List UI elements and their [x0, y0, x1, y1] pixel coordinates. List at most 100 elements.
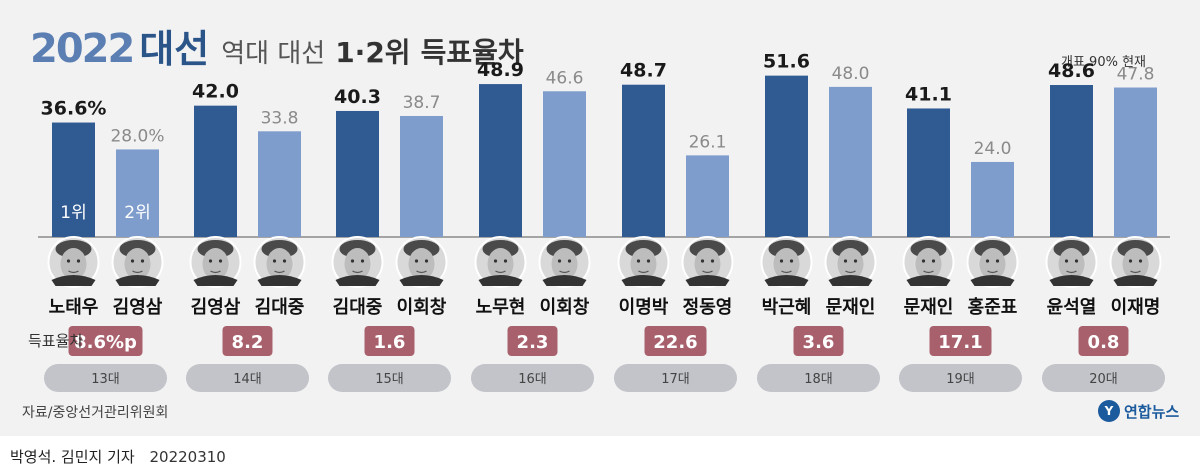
bar-first	[622, 84, 665, 238]
vote-gap-badge	[644, 326, 707, 356]
title-vote-gap: 득표율차	[420, 36, 524, 69]
portrait-eye	[424, 259, 429, 263]
portrait-suit	[51, 275, 96, 286]
value-label-second: 38.7	[403, 93, 441, 113]
election-label: 20대	[1089, 372, 1118, 387]
candidate-name-first: 김대중	[333, 297, 383, 318]
bar-first	[336, 110, 379, 237]
source-note: 자료/중앙선거관리위원회	[22, 405, 169, 421]
portrait-mouth	[352, 270, 363, 274]
election-label: 16대	[518, 372, 547, 387]
portrait-eye	[646, 259, 651, 263]
portrait-suit	[1113, 275, 1158, 286]
portrait-eye	[779, 259, 784, 263]
portrait-eye	[853, 259, 858, 263]
bar-second	[829, 86, 872, 238]
candidate-photo-first	[760, 236, 813, 288]
portrait-face	[551, 248, 578, 280]
portrait-eye	[503, 259, 508, 263]
portrait-mouth	[845, 270, 856, 274]
chart-title: 2022 대선 역대 대선 1·2위 득표율차	[30, 18, 524, 72]
rank-label-first: 1위	[60, 203, 86, 223]
portrait-eye	[995, 259, 1000, 263]
portrait-mouth	[68, 270, 79, 274]
portrait-mouth	[559, 270, 570, 274]
portrait-eye	[1138, 259, 1143, 263]
election-label: 14대	[233, 372, 262, 387]
portrait-eye	[414, 259, 419, 263]
candidate-name-second: 홍준표	[968, 296, 1018, 318]
portrait-eye	[130, 259, 135, 263]
candidate-name-second: 이재명	[1111, 297, 1161, 318]
vote-gap-row-label: 득표율차	[28, 332, 83, 350]
candidate-name-first: 노무현	[476, 297, 526, 318]
bar-first	[765, 75, 808, 238]
value-label-first: 36.6%	[41, 98, 107, 120]
portrait-mouth	[1130, 270, 1141, 274]
portrait-mouth	[987, 270, 998, 274]
value-label-first: 48.9	[477, 59, 524, 81]
portrait-eye	[272, 259, 277, 263]
portrait-suit	[1049, 275, 1094, 286]
portrait-suit	[685, 275, 730, 286]
candidate-photo-first	[474, 236, 527, 288]
candidate-name-first: 박근혜	[762, 297, 812, 318]
credit-authors: 박영석. 김민지 기자	[10, 448, 135, 466]
bar-first	[479, 84, 522, 238]
portrait-mouth	[923, 270, 934, 274]
portrait-eye	[208, 259, 213, 263]
title-historic-elections: 역대 대선	[221, 39, 326, 69]
candidate-name-first: 김영삼	[191, 297, 241, 318]
candidate-name-second: 김대중	[255, 297, 305, 318]
election-label: 19대	[946, 372, 975, 387]
portrait-suit	[257, 275, 302, 286]
portrait-face	[630, 248, 657, 280]
election-label: 18대	[804, 372, 833, 387]
rank-label-second: 2위	[124, 203, 150, 223]
candidate-name-first: 문재인	[904, 297, 954, 318]
bar-second	[686, 155, 729, 237]
election-pill	[899, 364, 1022, 392]
portrait-suit	[764, 275, 809, 286]
portrait-eye	[843, 259, 848, 263]
portrait-eye	[218, 259, 223, 263]
value-label-second: 26.1	[689, 132, 727, 152]
vote-gap-badge	[1078, 326, 1129, 356]
vote-gap-badge	[793, 326, 844, 356]
portrait-face	[837, 248, 864, 280]
candidate-name-first: 이명박	[619, 297, 669, 318]
credit-date: 20220310	[149, 448, 226, 466]
candidate-name-first: 노태우	[49, 297, 99, 318]
portrait-eye	[140, 259, 145, 263]
election-label: 15대	[375, 372, 404, 387]
candidate-photo-second	[966, 236, 1019, 288]
candidate-photo-second	[538, 236, 591, 288]
portrait-face	[1058, 248, 1085, 280]
status-note: 개표 90% 현재	[1061, 55, 1146, 70]
election-pill	[471, 364, 594, 392]
bar-first	[52, 122, 95, 237]
portrait-face	[487, 248, 514, 280]
portrait-eye	[1128, 259, 1133, 263]
portrait-mouth	[416, 270, 427, 274]
candidate-photo-first	[617, 236, 670, 288]
bar-first	[907, 108, 950, 238]
value-label-second: 24.0	[974, 139, 1012, 159]
election-pill	[328, 364, 451, 392]
candidate-name-second: 정동영	[683, 297, 733, 318]
candidate-photo-second	[1109, 236, 1162, 288]
candidate-photo-second	[253, 236, 306, 288]
value-label-second: 46.6	[546, 68, 584, 88]
yonhap-logo: Y 연합뉴스	[1098, 400, 1179, 422]
vote-gap-value: 8.2	[232, 332, 264, 353]
portrait-eye	[1074, 259, 1079, 263]
portrait-eye	[636, 259, 641, 263]
bar-second	[543, 91, 586, 237]
vote-gap-value: 2.3	[517, 332, 549, 353]
portrait-face	[202, 248, 229, 280]
portrait-face	[979, 248, 1006, 280]
bar-second	[971, 161, 1014, 237]
portrait-face	[408, 248, 435, 280]
portrait-eye	[557, 259, 562, 263]
